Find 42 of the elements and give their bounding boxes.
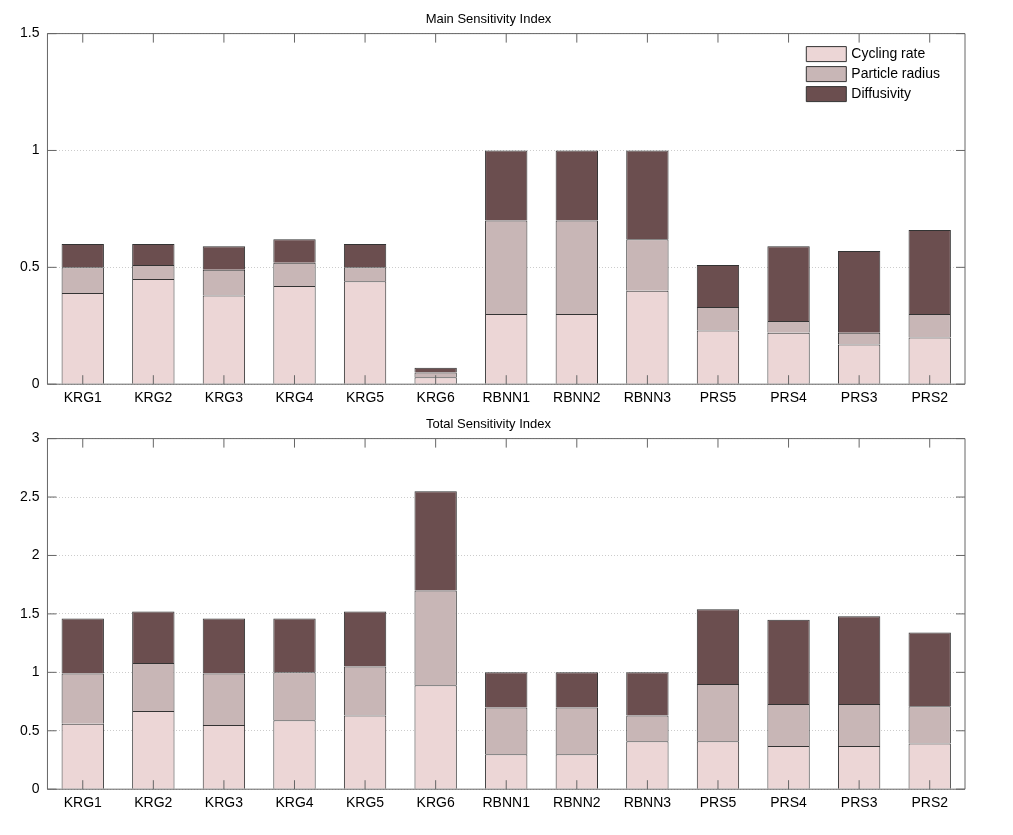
y-tick-label: 1 xyxy=(31,141,40,158)
y-tick-label: 0.5 xyxy=(19,258,40,275)
x-tick-label: PRS3 xyxy=(840,389,878,406)
legend-label: Diffusivity xyxy=(851,84,911,101)
legend-label: Particle radius xyxy=(851,64,940,81)
x-tick-label: KRG6 xyxy=(416,794,455,811)
y-tick-label: 0.5 xyxy=(19,721,40,738)
x-tick-label: KRG2 xyxy=(134,389,173,406)
x-tick-label: PRS4 xyxy=(770,389,808,406)
y-tick-label: 2 xyxy=(31,546,40,563)
x-tick-label: PRS2 xyxy=(911,794,949,811)
y-tick-label: 2.5 xyxy=(19,487,40,504)
y-tick-label: 0 xyxy=(31,375,40,392)
x-tick-label: RBNN2 xyxy=(553,389,601,406)
x-tick-label: KRG5 xyxy=(346,794,385,811)
x-tick-label: KRG1 xyxy=(63,389,103,406)
x-tick-label: KRG4 xyxy=(275,389,314,406)
y-tick-label: 3 xyxy=(31,429,40,446)
x-tick-label: KRG4 xyxy=(275,794,314,811)
x-tick-label: PRS5 xyxy=(699,794,737,811)
x-tick-label: RBNN2 xyxy=(553,794,601,811)
x-tick-label: PRS3 xyxy=(840,794,878,811)
x-tick-label: RBNN3 xyxy=(623,389,672,406)
y-tick-label: 0 xyxy=(31,780,40,797)
x-tick-label: PRS5 xyxy=(699,389,737,406)
x-tick-label: PRS4 xyxy=(770,794,808,811)
x-tick-label: RBNN1 xyxy=(482,794,531,811)
x-tick-label: RBNN3 xyxy=(623,794,672,811)
x-tick-label: KRG2 xyxy=(134,794,173,811)
x-tick-label: KRG3 xyxy=(204,794,244,811)
y-tick-label: 1.5 xyxy=(19,24,40,41)
legend-label: Cycling rate xyxy=(851,44,926,61)
x-tick-label: KRG6 xyxy=(416,389,455,406)
chart-title: Main Sensitivity Index xyxy=(425,11,552,27)
x-tick-label: RBNN1 xyxy=(482,389,531,406)
y-tick-label: 1.5 xyxy=(19,604,40,621)
x-tick-label: KRG3 xyxy=(204,389,244,406)
x-tick-label: PRS2 xyxy=(911,389,949,406)
chart-title: Total Sensitivity Index xyxy=(425,416,552,432)
x-tick-label: KRG1 xyxy=(63,794,103,811)
x-tick-label: KRG5 xyxy=(346,389,385,406)
y-tick-label: 1 xyxy=(31,663,40,680)
